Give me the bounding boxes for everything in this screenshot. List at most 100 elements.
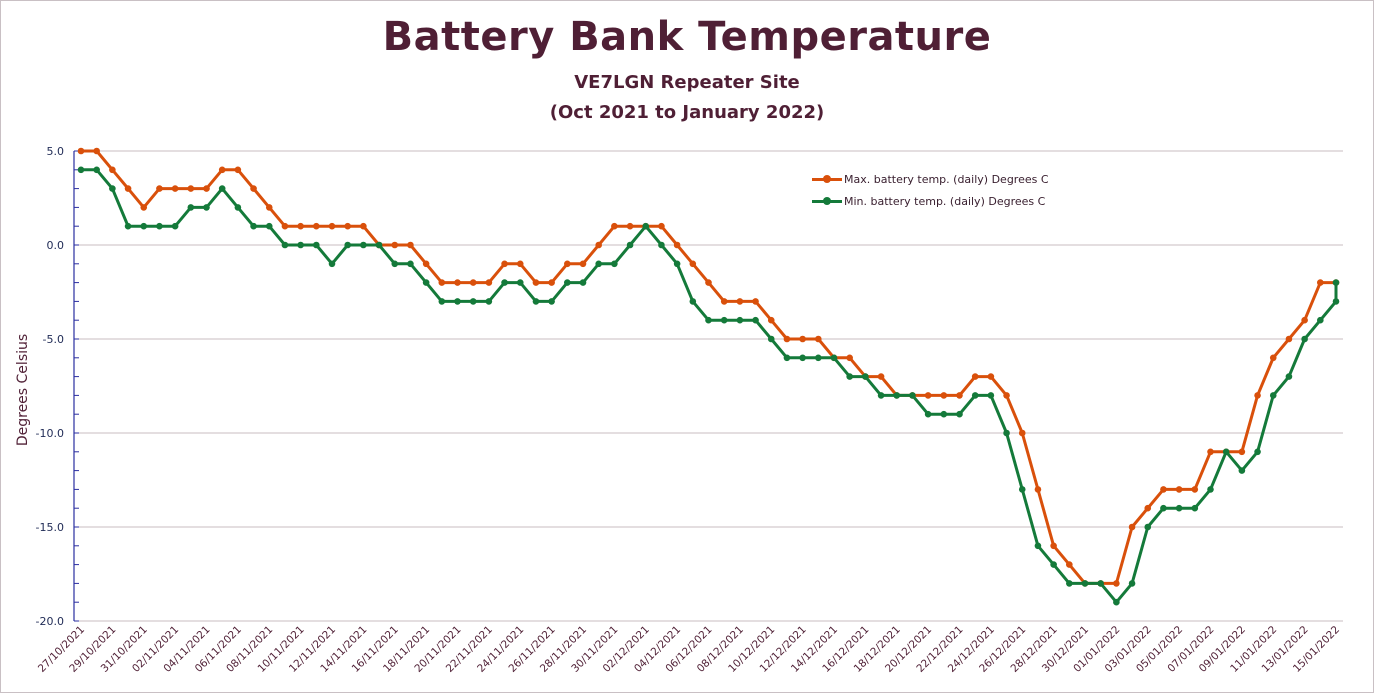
max-data-point [265,204,273,211]
max-data-point [1191,486,1199,493]
max-data-point [815,335,822,343]
min-data-point [1285,373,1293,380]
min-data-point [93,166,100,174]
max-data-point [658,222,665,230]
min-data-point [360,241,367,249]
max-data-point [611,222,618,230]
max-data-point [1034,486,1042,493]
min-data-point [454,298,461,305]
min-data-point [234,204,242,211]
min-data-point [218,185,226,192]
min-data-point [658,241,665,249]
min-data-point [1144,523,1152,531]
min-data-point [940,410,948,418]
min-data-point [783,354,791,362]
max-data-point [1113,580,1120,587]
min-data-point [956,410,963,418]
max-data-point [752,298,759,305]
y-tick-label: -15.0 [36,521,64,534]
max-data-point [987,373,995,380]
min-data-point [328,260,336,268]
max-data-point [689,260,697,268]
min-data-point [877,392,885,399]
y-tick-label: -10.0 [36,427,64,440]
min-data-point [1269,392,1277,399]
min-data-point [297,241,304,249]
min-data-point [1160,504,1167,512]
min-data-point [375,241,383,249]
min-data-point [1238,467,1246,474]
min-data-point [1128,580,1136,587]
max-data-point [124,185,132,192]
min-data-point [516,279,524,286]
min-data-point [438,298,446,305]
max-data-point [297,222,304,230]
max-data-point [438,279,446,286]
min-data-point [140,222,148,230]
max-data-point [360,222,367,230]
min-data-point [862,373,869,380]
min-data-point [673,260,681,268]
max-data-point [564,260,571,268]
min-data-point [830,354,838,362]
min-data-point [1097,580,1104,587]
min-data-point [1254,448,1261,456]
min-data-point [1207,486,1214,493]
min-data-point [109,185,116,192]
min-data-point [265,222,273,230]
max-data-point [673,241,681,249]
legend-swatch-max [812,175,842,183]
min-data-point [1332,279,1340,286]
min-data-point [767,335,775,343]
y-tick-label: -20.0 [36,615,64,628]
max-data-point [109,166,116,174]
min-data-point [203,204,210,211]
max-data-point [877,373,885,380]
max-data-point [956,392,963,399]
max-data-point [313,222,320,230]
max-data-point [1269,354,1277,362]
max-data-point [799,335,806,343]
min-data-point [893,392,901,399]
min-data-point [77,166,85,174]
legend-item-min: Min. battery temp. (daily) Degrees C [812,195,1045,208]
max-data-point [940,392,948,399]
max-data-point [1285,335,1293,343]
max-data-point [516,260,524,268]
max-data-point [469,279,477,286]
min-data-point [1018,486,1026,493]
min-data-point [799,354,806,362]
min-data-point [611,260,618,268]
max-data-point [422,260,430,268]
min-data-point [485,298,493,305]
min-data-point [752,316,759,324]
y-tick-label: 0.0 [47,239,65,252]
min-data-point [532,298,540,305]
max-data-point [454,279,461,286]
min-data-point [564,279,571,286]
chart-subtitle-site: VE7LGN Repeater Site [574,72,800,93]
min-data-point [501,279,508,286]
min-data-point [909,392,916,399]
max-data-point [171,185,179,192]
max-data-point [156,185,163,192]
min-data-point [736,316,744,324]
max-data-point [626,222,634,230]
max-data-point [250,185,257,192]
min-data-point [971,392,979,399]
max-data-point [783,335,791,343]
min-data-point [250,222,257,230]
max-data-point [767,316,775,324]
min-data-point [313,241,320,249]
max-data-point [485,279,493,286]
min-data-point [1222,448,1230,456]
legend-item-max: Max. battery temp. (daily) Degrees C [812,173,1049,186]
y-tick-label: -5.0 [43,333,64,346]
legend-label-min: Min. battery temp. (daily) Degrees C [844,195,1046,208]
min-data-point [705,316,712,324]
max-data-point [1238,448,1246,456]
max-data-point [720,298,728,305]
min-data-point [689,298,697,305]
min-data-point [1332,298,1340,305]
